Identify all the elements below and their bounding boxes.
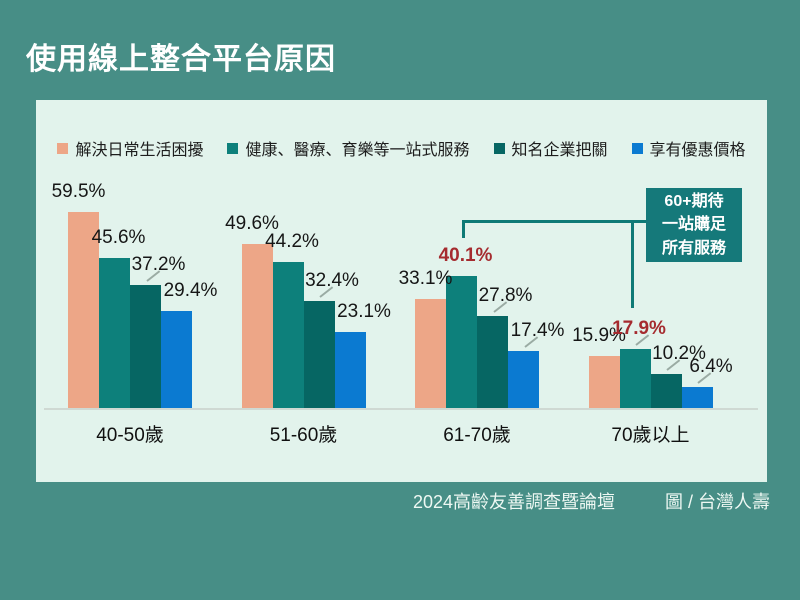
legend: 解決日常生活困擾 健康、醫療、育樂等一站式服務 知名企業把關 享有優惠價格 (36, 136, 767, 160)
bar-value-label: 59.5% (51, 181, 106, 202)
legend-label: 健康、醫療、育樂等一站式服務 (245, 142, 470, 159)
bar-value-label: 10.2% (652, 343, 706, 364)
bar (241, 244, 273, 408)
bar-value-label: 23.1% (337, 301, 391, 322)
bar (334, 332, 366, 408)
bar-value-label: 29.4% (163, 280, 218, 301)
legend-swatch-icon (631, 142, 643, 154)
category-label: 40-50歲 (96, 425, 164, 446)
annotation-line-1: 60+期待 (664, 193, 724, 211)
page-title: 使用線上整合平台原因 (26, 43, 336, 76)
legend-item: 知名企業把關 (493, 136, 608, 160)
bar-value-label: 15.9% (572, 325, 626, 346)
bar-value-label: 6.4% (689, 356, 733, 377)
bracket-horizontal-line (462, 220, 646, 223)
legend-item: 健康、醫療、育樂等一站式服務 (227, 136, 470, 160)
bar (681, 387, 713, 408)
legend-swatch-icon (493, 142, 505, 154)
bar-value-label: 33.1% (398, 268, 453, 289)
chart-panel: 解決日常生活困擾 健康、醫療、育樂等一站式服務 知名企業把關 享有優惠價格 60+期待… (36, 100, 767, 482)
bar-value-label: 37.2% (131, 254, 186, 275)
category-label: 61-70歲 (443, 425, 511, 446)
bar (588, 356, 620, 408)
bar (99, 258, 130, 408)
bar (272, 262, 304, 408)
legend-item: 享有優惠價格 (631, 136, 746, 160)
bar-value-label: 17.4% (510, 320, 565, 341)
legend-label: 解決日常生活困擾 (75, 142, 204, 159)
bar-value-label: 17.9% (612, 318, 666, 339)
legend-swatch-icon (57, 142, 69, 154)
bar-value-label: 49.6% (225, 213, 279, 234)
bar (415, 299, 446, 408)
bar (650, 374, 682, 408)
bar-value-label: 27.8% (478, 285, 533, 306)
x-axis-line (44, 408, 758, 410)
category-label: 51-60歲 (269, 425, 338, 446)
footer-source: 2024高齡友善調查暨論壇 (413, 492, 616, 512)
bracket-left-tick (462, 220, 465, 238)
annotation-line-3: 所有服務 (661, 239, 726, 257)
bar (446, 276, 477, 408)
legend-swatch-icon (227, 142, 239, 154)
bar (303, 301, 335, 408)
bar (161, 311, 192, 408)
bar (477, 316, 508, 408)
bracket-vertical-line (631, 220, 634, 308)
bar-value-label: 40.1% (438, 245, 493, 266)
bar (508, 351, 539, 408)
annotation-callout: 60+期待 一站購足 所有服務 (646, 188, 742, 262)
bar (68, 212, 99, 408)
annotation-line-2: 一站購足 (661, 216, 726, 234)
bar (130, 285, 161, 408)
bar-value-label: 44.2% (265, 231, 319, 252)
legend-item: 解決日常生活困擾 (57, 136, 203, 160)
bar-value-label: 45.6% (91, 227, 146, 248)
bar-value-label: 32.4% (305, 270, 359, 291)
legend-label: 知名企業把關 (511, 142, 608, 159)
legend-label: 享有優惠價格 (649, 142, 746, 159)
footer-credit: 圖 / 台灣人壽 (664, 492, 770, 512)
category-label: 70歲以上 (611, 425, 690, 446)
bar (619, 349, 651, 408)
